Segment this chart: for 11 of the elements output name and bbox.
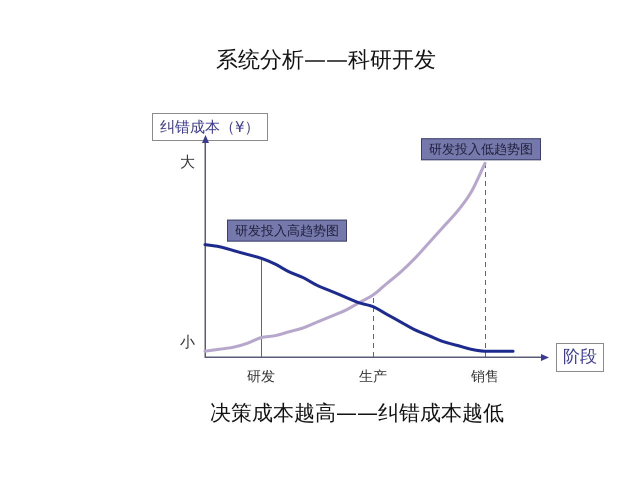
text: 小 (180, 332, 195, 351)
x-axis-title: 阶段 (556, 343, 604, 372)
x-tick-label: 销售 (470, 369, 499, 386)
series-label: 研发投入低趋势图 (429, 142, 533, 158)
text: 决策成本越高——纠错成本越低 (210, 400, 504, 427)
x-tick-label: 研发 (247, 369, 275, 386)
chart-title: 系统分析——科研开发 (216, 47, 436, 75)
x-tick-label: 生产 (359, 369, 387, 386)
series-label: 研发投入高趋势图 (235, 223, 339, 240)
y-axis-title: 纠错成本（¥） (152, 113, 268, 141)
text: 大 (180, 153, 195, 172)
